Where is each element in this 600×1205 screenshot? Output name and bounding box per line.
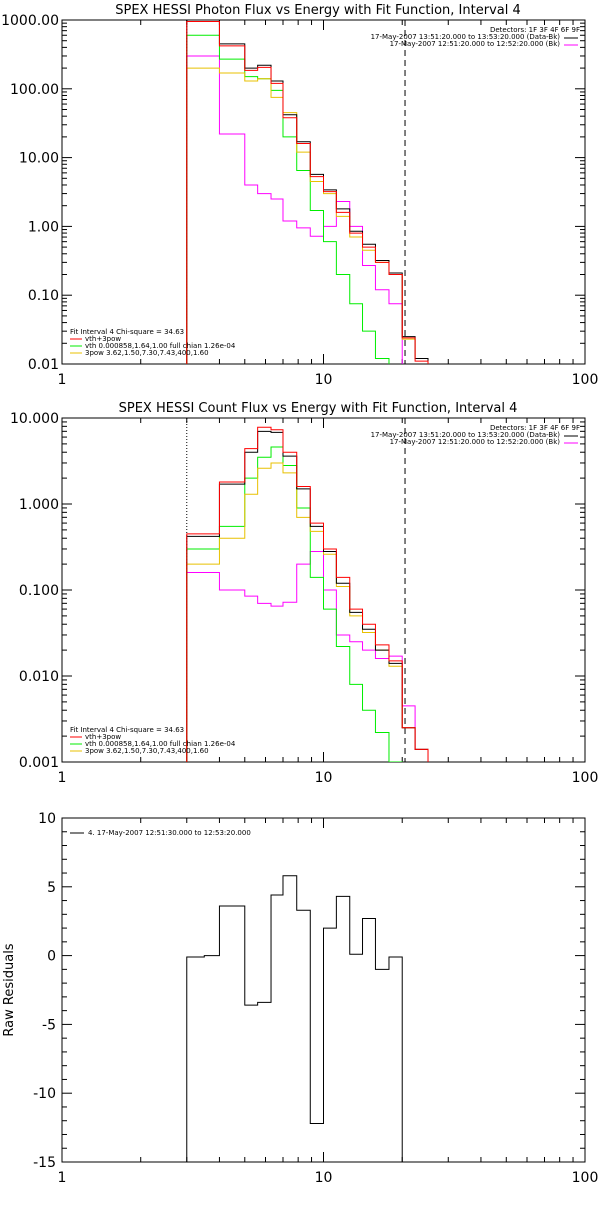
count-series-group — [186, 426, 429, 762]
residual-series-group — [186, 875, 403, 1162]
residual-x-tick-label: 100 — [572, 1170, 599, 1186]
count-series-nonthermal — [186, 462, 429, 762]
residuals-panel: 1 10 100 10 5 0 -5 -10 -15 Raw Residuals 4. 17-M… — [2, 811, 599, 1186]
residual-y-tick-label: 0 — [47, 949, 56, 965]
photon-series-nonthermal — [186, 67, 429, 364]
count-header-line-2: 17-May-2007 13:51:20.000 to 13:53:20.000… — [371, 431, 561, 439]
photon-series-group — [186, 20, 429, 364]
photon-series-total — [186, 21, 429, 364]
count-fit-line-3: vth 0.000858,1.64,1.00 full chian 1.26e-… — [85, 740, 236, 748]
count-fit-line-1: Fit Interval 4 Chi-square = 34.63 — [70, 726, 184, 734]
photon-y-tick-label: 100.00 — [10, 82, 59, 98]
photon-y-tick-label: 10.00 — [19, 151, 59, 167]
count-y-tick-label: 0.100 — [19, 583, 59, 599]
count-header-line-1: Detectors: 1F 3F 4F 6F 9F — [490, 424, 580, 432]
photon-series-background — [186, 55, 403, 364]
photon-x-tick-label: 1 — [58, 372, 67, 388]
photon-y-tick-label: 1000.00 — [1, 13, 59, 29]
residual-y-tick-label: -5 — [42, 1017, 56, 1033]
photon-fit-line-3: vth 0.000858,1.64,1.00 full chian 1.26e-… — [85, 342, 236, 350]
residual-x-tick-label: 1 — [58, 1170, 67, 1186]
photon-header-line-1: Detectors: 1F 3F 4F 6F 9F — [490, 26, 580, 34]
photon-y-tick-label: 1.00 — [28, 219, 59, 235]
count-x-tick-label: 1 — [58, 770, 67, 786]
residuals-ylabel: Raw Residuals — [2, 943, 17, 1036]
count-flux-title: SPEX HESSI Count Flux vs Energy with Fit… — [119, 401, 518, 416]
count-series-thermal — [186, 446, 403, 762]
photon-fit-line-4: 3pow 3.62,1.50,7.30,7.43,400,1.60 — [85, 349, 209, 357]
photon-series-thermal — [186, 34, 390, 364]
residual-x-tick-label: 10 — [315, 1170, 333, 1186]
photon-header-line-2: 17-May-2007 13:51:20.000 to 13:53:20.000… — [371, 33, 561, 41]
residual-y-tick-label: 10 — [38, 811, 56, 827]
count-y-tick-label: 0.001 — [19, 755, 59, 771]
photon-fit-line-2: vth+3pow — [85, 335, 121, 343]
count-x-tick-label: 10 — [315, 770, 333, 786]
count-fit-line-4: 3pow 3.62,1.50,7.30,7.43,400,1.60 — [85, 747, 209, 755]
photon-header-line-3: 17-May-2007 12:51:20.000 to 12:52:20.000… — [390, 40, 561, 48]
photon-x-tick-label: 10 — [315, 372, 333, 388]
residual-series-data — [186, 875, 403, 1162]
count-y-tick-label: 10.000 — [10, 411, 59, 427]
photon-y-tick-label: 0.10 — [28, 288, 59, 304]
count-fit-line-2: vth+3pow — [85, 733, 121, 741]
photon-flux-title: SPEX HESSI Photon Flux vs Energy with Fi… — [115, 3, 521, 18]
residual-y-tick-label: -15 — [33, 1155, 56, 1171]
residual-y-tick-label: -10 — [33, 1086, 56, 1102]
photon-y-tick-label: 0.01 — [28, 357, 59, 373]
residuals-legend: 4. 17-May-2007 12:51:30.000 to 12:53:20.… — [88, 829, 251, 837]
photon-flux-panel: SPEX HESSI Photon Flux vs Energy with Fi… — [1, 3, 599, 388]
count-flux-panel: SPEX HESSI Count Flux vs Energy with Fit… — [10, 401, 599, 786]
count-y-tick-label: 0.010 — [19, 669, 59, 685]
count-series-background — [186, 551, 429, 762]
photon-fit-line-1: Fit Interval 4 Chi-square = 34.63 — [70, 328, 184, 336]
residual-y-tick-label: 5 — [47, 880, 56, 896]
count-header-line-3: 17-May-2007 12:51:20.000 to 12:52:20.000… — [390, 438, 561, 446]
photon-x-tick-label: 100 — [572, 372, 599, 388]
count-x-tick-label: 100 — [572, 770, 599, 786]
count-y-tick-label: 1.000 — [19, 497, 59, 513]
count-series-total — [186, 426, 429, 762]
